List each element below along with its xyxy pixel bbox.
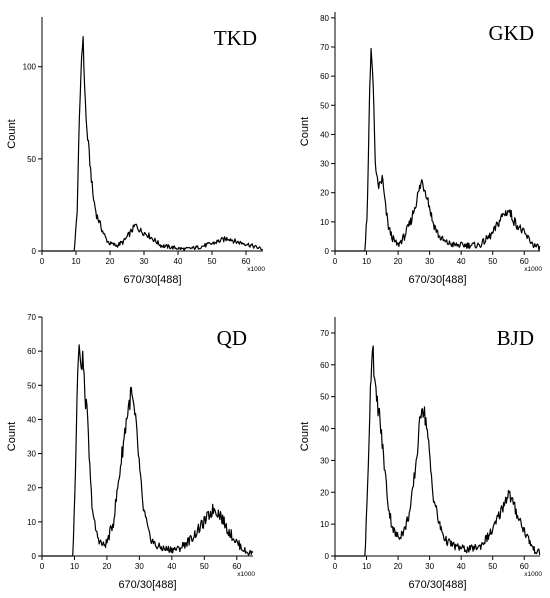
panel-label: BJD <box>497 326 534 350</box>
x-tick-label: 50 <box>208 257 217 266</box>
y-tick-label: 0 <box>32 552 37 561</box>
histogram-trace <box>42 344 254 557</box>
x-unit-label: x1000 <box>524 266 542 273</box>
x-unit-label: x1000 <box>247 266 265 273</box>
x-tick-label: 0 <box>40 562 45 571</box>
y-tick-label: 30 <box>27 450 36 459</box>
x-tick-label: 40 <box>174 257 183 266</box>
y-tick-label: 40 <box>27 415 36 424</box>
x-tick-label: 0 <box>333 562 338 571</box>
x-tick-label: 0 <box>40 257 45 266</box>
y-tick-label: 80 <box>320 14 329 23</box>
x-tick-label: 50 <box>200 562 209 571</box>
x-tick-label: 40 <box>457 257 466 266</box>
x-tick-label: 10 <box>362 562 371 571</box>
x-axis-title: 670/30[488] <box>123 274 181 286</box>
x-tick-label: 10 <box>72 257 81 266</box>
panel-gkd: 0 10 20 30 40 50 60 0 10 20 30 40 50 60 70 80 x1000 670/3… <box>299 12 542 286</box>
y-tick-label: 20 <box>320 189 329 198</box>
y-tick-label: 10 <box>320 520 329 529</box>
x-axis-title: 670/30[488] <box>408 579 466 591</box>
x-tick-label: 20 <box>106 257 115 266</box>
y-axis-title: Count <box>299 422 311 451</box>
y-tick-label: 60 <box>320 361 329 370</box>
y-tick-label: 0 <box>325 552 330 561</box>
x-tick-label: 20 <box>102 562 111 571</box>
y-tick-label: 40 <box>320 130 329 139</box>
y-tick-label: 30 <box>320 160 329 169</box>
y-tick-label: 0 <box>32 247 37 256</box>
x-axis-title: 670/30[488] <box>118 579 176 591</box>
x-tick-label: 30 <box>425 257 434 266</box>
y-axis-title: Count <box>6 422 18 451</box>
y-tick-label: 50 <box>320 393 329 402</box>
panel-bjd: 0 10 20 30 40 50 60 0 10 20 30 40 50 60 70 x1000 670/30[… <box>299 317 542 591</box>
panel-label: GKD <box>489 21 535 45</box>
x-tick-label: 30 <box>135 562 144 571</box>
panel-label: QD <box>217 326 247 350</box>
y-tick-label: 70 <box>320 329 329 338</box>
y-tick-label: 30 <box>320 456 329 465</box>
y-tick-label: 40 <box>320 425 329 434</box>
x-tick-label: 60 <box>242 257 251 266</box>
x-tick-label: 20 <box>394 257 403 266</box>
y-tick-label: 60 <box>320 72 329 81</box>
x-tick-label: 0 <box>333 257 338 266</box>
y-tick-label: 70 <box>320 43 329 52</box>
y-tick-label: 70 <box>27 313 36 322</box>
x-tick-label: 10 <box>70 562 79 571</box>
y-tick-label: 10 <box>27 518 36 527</box>
y-tick-label: 100 <box>23 63 37 72</box>
y-tick-label: 20 <box>27 484 36 493</box>
x-unit-label: x1000 <box>237 571 255 578</box>
y-tick-label: 0 <box>325 247 330 256</box>
x-tick-label: 50 <box>488 257 497 266</box>
x-tick-label: 20 <box>394 562 403 571</box>
histogram-trace <box>42 36 264 252</box>
y-tick-label: 50 <box>320 101 329 110</box>
y-tick-label: 50 <box>27 381 36 390</box>
x-tick-label: 60 <box>520 562 529 571</box>
y-tick-label: 50 <box>27 155 36 164</box>
x-tick-label: 50 <box>488 562 497 571</box>
x-unit-label: x1000 <box>524 571 542 578</box>
y-tick-label: 10 <box>320 218 329 227</box>
panel-tkd: 0 10 20 30 40 50 60 0 50 100 x1000 670/30[488] Count… <box>6 17 265 286</box>
panel-qd: 0 10 20 30 40 50 60 0 10 20 30 40 50 60 70 x1000 670/30[… <box>6 313 255 591</box>
y-tick-label: 60 <box>27 347 36 356</box>
y-axis-title: Count <box>6 119 18 148</box>
x-tick-label: 30 <box>425 562 434 571</box>
x-tick-label: 10 <box>362 257 371 266</box>
panel-label: TKD <box>214 26 257 50</box>
y-axis-title: Count <box>299 117 311 146</box>
histogram-trace <box>335 47 541 252</box>
x-axis-title: 670/30[488] <box>408 274 466 286</box>
histogram-trace <box>335 345 541 557</box>
x-tick-label: 30 <box>140 257 149 266</box>
x-tick-label: 60 <box>520 257 529 266</box>
x-tick-label: 40 <box>457 562 466 571</box>
y-tick-label: 20 <box>320 488 329 497</box>
x-tick-label: 60 <box>232 562 241 571</box>
x-tick-label: 40 <box>167 562 176 571</box>
